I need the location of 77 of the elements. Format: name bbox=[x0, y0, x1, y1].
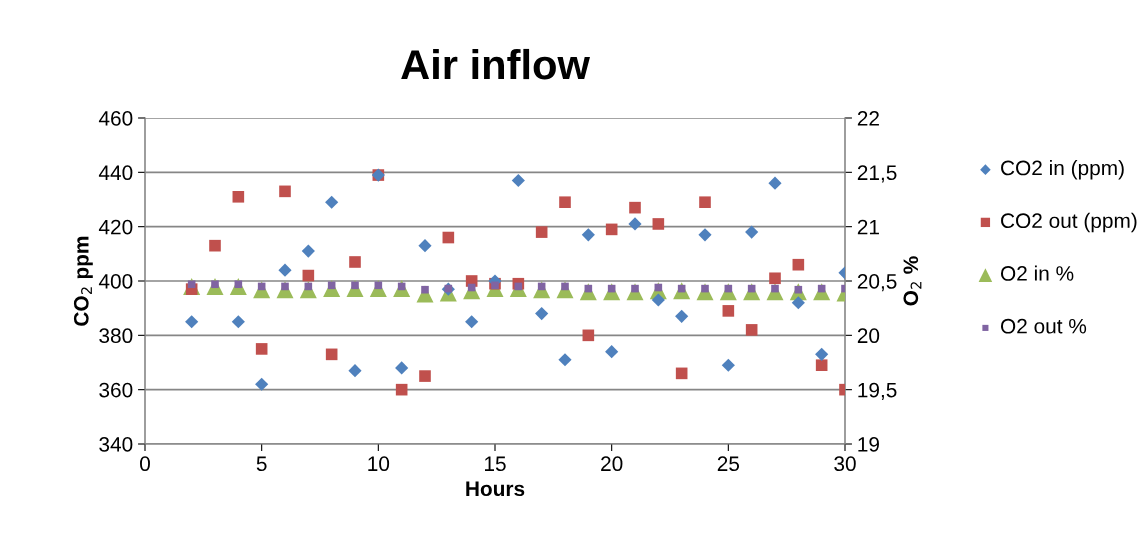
point bbox=[279, 185, 291, 198]
y2-tick-label: 22 bbox=[857, 111, 879, 126]
legend-label: CO2 in (ppm) bbox=[1001, 160, 1124, 180]
point bbox=[535, 307, 549, 321]
point bbox=[395, 361, 409, 375]
y-tick-label: 440 bbox=[98, 165, 133, 181]
point bbox=[628, 217, 642, 231]
point bbox=[255, 377, 269, 391]
x-tick-label: 20 bbox=[601, 456, 623, 472]
point bbox=[651, 293, 665, 307]
y2-tick-label: 19,5 bbox=[858, 382, 897, 400]
y-tick-label: 360 bbox=[99, 382, 133, 398]
point bbox=[582, 329, 595, 342]
point bbox=[491, 281, 499, 290]
point bbox=[722, 305, 735, 317]
y2-tick-label: 20,5 bbox=[857, 274, 897, 292]
point bbox=[605, 345, 619, 359]
legend-label: O2 out % bbox=[1000, 318, 1087, 334]
x-tick-label: 0 bbox=[140, 456, 150, 472]
point bbox=[721, 358, 735, 372]
point bbox=[581, 228, 595, 242]
x-tick-label: 30 bbox=[834, 456, 856, 472]
point bbox=[465, 315, 479, 329]
point bbox=[559, 196, 571, 209]
point bbox=[675, 367, 688, 380]
x-tick-label: 25 bbox=[717, 456, 740, 472]
y2-tick-label: 20 bbox=[857, 328, 880, 344]
legend-label: O2 in % bbox=[1000, 265, 1074, 281]
point bbox=[302, 269, 315, 282]
y-axis-title: CO$_{2}$ ppm bbox=[73, 236, 93, 326]
point bbox=[511, 173, 525, 188]
point bbox=[815, 347, 829, 361]
point bbox=[348, 364, 362, 378]
point bbox=[558, 353, 572, 367]
point bbox=[395, 383, 408, 396]
point bbox=[419, 370, 431, 382]
point bbox=[255, 343, 268, 355]
point bbox=[792, 258, 805, 271]
y-tick-label: 380 bbox=[99, 328, 133, 344]
point bbox=[231, 315, 245, 329]
y2-axis-title: O$_{2}$ % bbox=[903, 256, 922, 306]
y2-tick-label: 21,5 bbox=[857, 165, 897, 183]
point bbox=[629, 201, 641, 214]
point bbox=[769, 272, 781, 285]
point bbox=[745, 324, 758, 336]
point bbox=[791, 296, 805, 310]
y-tick-label: 420 bbox=[98, 219, 133, 235]
y2-tick-label: 21 bbox=[857, 219, 879, 235]
x-tick-label: 5 bbox=[256, 456, 267, 472]
point bbox=[209, 239, 221, 252]
point bbox=[652, 218, 665, 230]
point bbox=[699, 196, 711, 209]
x-axis-title: Hours bbox=[466, 481, 525, 497]
point bbox=[325, 348, 338, 361]
point bbox=[698, 228, 712, 242]
point bbox=[675, 309, 689, 323]
x-tick-label: 15 bbox=[485, 456, 506, 472]
point bbox=[349, 256, 361, 268]
y-tick-label: 400 bbox=[98, 274, 133, 289]
point bbox=[745, 225, 759, 239]
point bbox=[605, 223, 618, 236]
legend-label: CO2 out (ppm) bbox=[1001, 212, 1137, 233]
point bbox=[278, 263, 292, 277]
point bbox=[768, 176, 782, 190]
point bbox=[232, 190, 245, 203]
x-tick-label: 10 bbox=[368, 456, 390, 472]
chart-title: Air inflow bbox=[401, 48, 590, 80]
point bbox=[442, 231, 455, 244]
point bbox=[815, 359, 828, 372]
point bbox=[325, 195, 339, 209]
point bbox=[418, 239, 432, 253]
point bbox=[301, 244, 315, 258]
y2-tick-label: 19 bbox=[858, 437, 879, 452]
y-tick-label: 460 bbox=[98, 111, 133, 126]
point bbox=[185, 315, 199, 329]
point bbox=[535, 226, 548, 238]
y-tick-label: 340 bbox=[99, 437, 133, 452]
